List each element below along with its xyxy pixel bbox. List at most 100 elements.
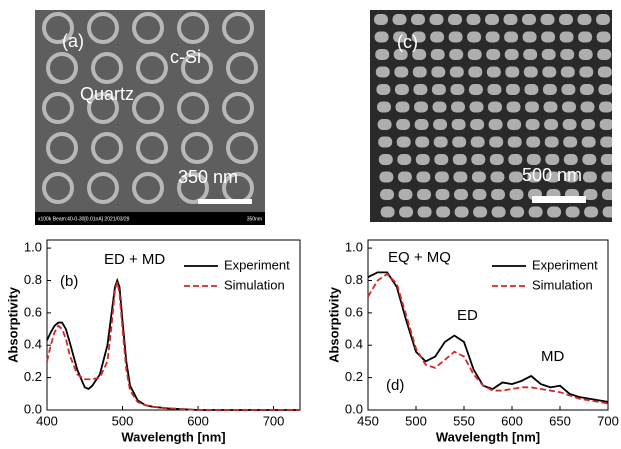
nano-pillar xyxy=(596,14,610,25)
material-label: c-Si xyxy=(170,47,201,67)
nano-pillar xyxy=(473,206,488,218)
nano-pillar xyxy=(434,154,449,165)
x-tick-label: 600 xyxy=(501,413,523,428)
nano-pillar xyxy=(489,154,504,165)
nano-pillar xyxy=(560,49,575,60)
nano-pillar xyxy=(488,119,503,130)
nano-ring xyxy=(132,92,164,124)
nano-pillar xyxy=(547,206,562,218)
y-tick-label: 0.4 xyxy=(345,337,363,352)
nano-pillar xyxy=(417,206,432,218)
scale-bar xyxy=(198,199,252,204)
nano-pillar xyxy=(559,14,573,25)
nano-pillar xyxy=(449,49,464,60)
nano-pillar xyxy=(599,101,612,113)
nano-ring xyxy=(136,132,168,164)
nano-pillar xyxy=(584,206,599,218)
nano-pillar xyxy=(509,189,524,200)
nano-pillar xyxy=(396,119,411,130)
nano-ring xyxy=(42,12,74,44)
nano-pillar xyxy=(430,31,445,43)
nano-pillar xyxy=(541,31,556,43)
nano-pillar xyxy=(597,49,612,60)
x-axis-label: Wavelength [nm] xyxy=(436,429,540,444)
nano-pillar xyxy=(524,84,539,95)
nano-ring xyxy=(42,92,74,124)
nano-pillar xyxy=(375,49,390,60)
nano-ring xyxy=(91,52,123,84)
nano-pillar xyxy=(510,206,525,218)
nano-pillar xyxy=(432,101,447,113)
nano-pillar xyxy=(600,154,612,165)
legend-label: Simulation xyxy=(532,277,593,292)
sem-footer: x100k Beam:40-0-30[0.01nA] 2021/03/29 xyxy=(38,216,130,222)
nano-pillar xyxy=(375,66,390,78)
nano-pillar xyxy=(472,189,487,200)
nano-pillar xyxy=(434,171,449,183)
x-tick-label: 700 xyxy=(263,413,285,428)
nano-pillar xyxy=(397,171,412,183)
nano-pillar xyxy=(452,136,467,148)
legend-label: Simulation xyxy=(224,277,285,292)
nano-pillar xyxy=(564,171,579,183)
nano-pillar xyxy=(433,119,448,130)
nano-pillar xyxy=(429,14,444,25)
x-tick-label: 550 xyxy=(453,413,475,428)
nano-pillar xyxy=(394,66,409,78)
nano-pillar xyxy=(528,206,543,218)
nano-pillar xyxy=(485,31,500,43)
nano-pillar xyxy=(431,66,446,78)
nano-ring xyxy=(177,172,209,204)
nano-ring xyxy=(42,172,74,204)
nano-pillar xyxy=(541,49,556,60)
nano-pillar xyxy=(503,14,518,25)
nano-pillar xyxy=(540,14,555,25)
nano-pillar xyxy=(487,84,502,95)
nano-pillar xyxy=(436,206,451,218)
nano-pillar xyxy=(563,136,578,148)
plot-frame xyxy=(367,239,609,411)
nano-pillar xyxy=(377,101,391,113)
nano-pillar xyxy=(454,189,468,200)
nano-pillar xyxy=(430,49,445,60)
data-line xyxy=(367,272,609,405)
chart: 0.0 0.2 0.4 0.6 0.8 1.0 450 500 550 600 650 700 Wave… xyxy=(326,239,619,444)
nano-pillar xyxy=(598,84,612,95)
y-tick-label: 0.8 xyxy=(345,272,363,287)
nano-pillar xyxy=(448,31,463,43)
nano-pillar xyxy=(467,49,482,60)
y-tick-label: 0.0 xyxy=(345,401,363,416)
nano-pillar xyxy=(471,154,486,165)
nano-pillar xyxy=(395,101,410,113)
nano-pillar xyxy=(506,101,521,113)
nano-pillar xyxy=(379,171,394,183)
nano-ring xyxy=(136,52,168,84)
y-tick-label: 1.0 xyxy=(345,240,363,255)
nano-pillar xyxy=(393,49,408,60)
nano-ring xyxy=(269,174,297,202)
nano-pillar xyxy=(380,189,394,200)
nano-pillar xyxy=(435,189,450,200)
nano-pillar xyxy=(505,84,520,95)
sem-c-overlay: (c) 500 nm xyxy=(397,32,586,203)
data-line xyxy=(46,281,300,411)
legend-label: Experiment xyxy=(224,257,290,272)
y-axis-label: Absorptivity xyxy=(5,286,20,363)
sem-image-c xyxy=(370,10,612,222)
panel-label: (c) xyxy=(397,32,418,52)
nano-pillar xyxy=(412,66,427,78)
x-tick-label: 400 xyxy=(36,413,58,428)
nano-pillar xyxy=(543,101,558,113)
annotation: ED + MD xyxy=(104,251,165,268)
nano-pillar xyxy=(489,136,504,148)
nano-pillar xyxy=(508,171,523,183)
nano-pillar xyxy=(523,66,538,78)
nano-pillar xyxy=(527,171,542,183)
y-tick-label: 0.8 xyxy=(24,272,42,287)
x-axis-label: Wavelength [nm] xyxy=(121,429,225,444)
nano-pillar xyxy=(392,14,407,25)
nano-pillar xyxy=(377,119,392,130)
x-tick-label: 450 xyxy=(357,413,379,428)
nano-ring xyxy=(87,172,119,204)
